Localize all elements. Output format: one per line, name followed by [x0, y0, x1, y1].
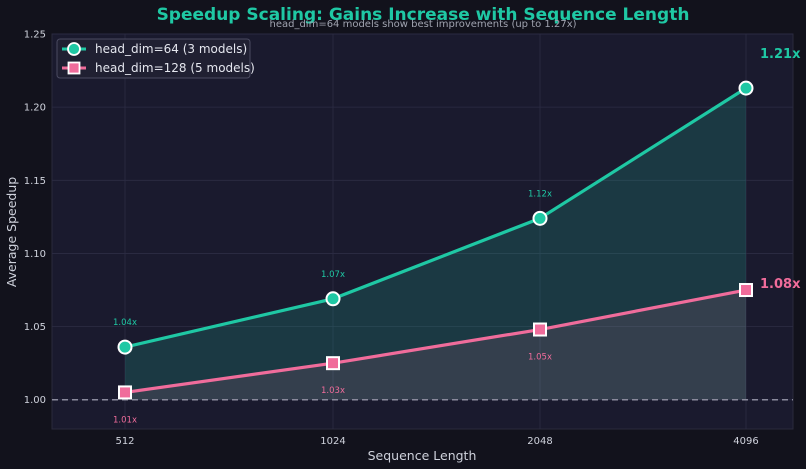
series-1-point — [532, 210, 548, 226]
series-2-point — [533, 322, 547, 337]
series-area-1 — [125, 88, 746, 400]
legend-entry: head_dim=64 (3 models) — [95, 42, 247, 56]
y-tick-label: 1.15 — [24, 176, 46, 187]
legend-marker-square — [67, 61, 81, 75]
point-labels: 1.04x 1.07x 1.12x 1.21x 1.01x 1.03x 1.05x 1.08x — [113, 47, 801, 425]
series-lines — [117, 80, 754, 400]
legend-marker-circle — [67, 42, 81, 56]
y-tick-label: 1.00 — [24, 395, 46, 406]
legend-box — [56, 38, 251, 79]
data-label: 1.03x — [321, 386, 345, 396]
series-1-point — [325, 291, 341, 307]
x-tick-label: 4096 — [733, 436, 758, 447]
series-area-2 — [125, 290, 746, 400]
y-tick-label: 1.25 — [24, 30, 46, 41]
x-tick-label: 2048 — [527, 436, 552, 447]
legend: head_dim=64 (3 models) head_dim=128 (5 mo… — [56, 38, 255, 79]
series-areas — [125, 88, 746, 400]
data-label: 1.12x — [528, 189, 552, 199]
data-label: 1.07x — [321, 270, 345, 280]
series-1-point — [117, 339, 133, 355]
data-label: 1.05x — [528, 353, 552, 363]
series-2-point — [118, 385, 132, 400]
series-line-2 — [124, 288, 747, 395]
end-value-label: 1.08x — [760, 277, 801, 292]
plot-area — [51, 33, 794, 430]
tick-labels: 1.00 1.05 1.10 1.15 1.20 1.25 512 1024 2048 4096 — [24, 30, 759, 448]
legend-entry: head_dim=128 (5 models) — [95, 61, 255, 75]
end-value-label: 1.21x — [760, 47, 801, 62]
y-axis-label: Average Speedup — [4, 177, 19, 287]
series-2-point — [326, 356, 340, 371]
chart-title: Speedup Scaling: Gains Increase with Seq… — [157, 5, 690, 25]
y-tick-label: 1.05 — [24, 322, 46, 333]
y-tick-label: 1.20 — [24, 103, 46, 114]
x-tick-label: 1024 — [320, 436, 345, 447]
x-tick-label: 512 — [115, 436, 134, 447]
series-1-point — [738, 80, 754, 96]
series-2-point — [739, 283, 753, 298]
data-label: 1.01x — [113, 415, 137, 425]
x-axis-label: Sequence Length — [368, 448, 477, 463]
chart-subtitle: head_dim=64 models show best improvement… — [269, 19, 576, 30]
y-tick-label: 1.10 — [24, 249, 46, 260]
data-label: 1.04x — [113, 318, 137, 328]
series-line-1 — [124, 86, 747, 349]
